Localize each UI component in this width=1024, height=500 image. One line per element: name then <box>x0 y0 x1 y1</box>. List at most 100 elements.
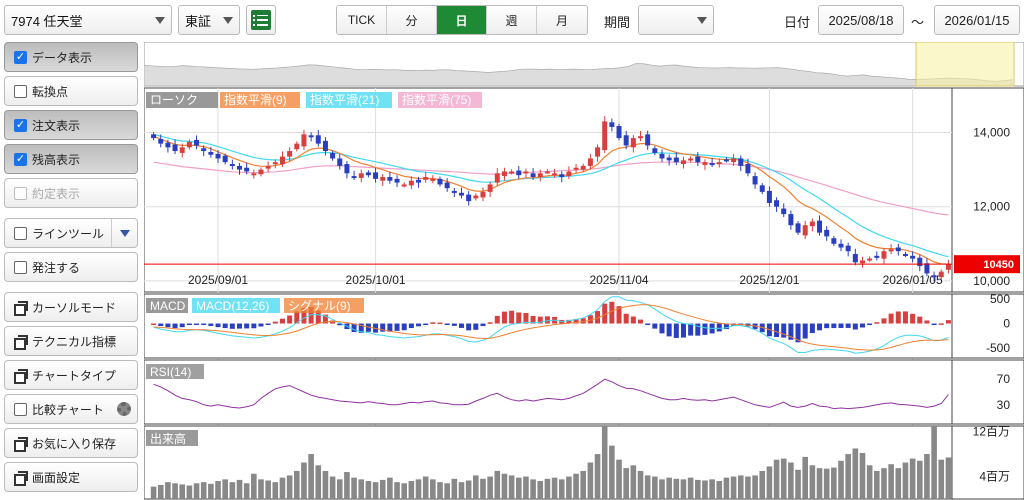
symbol-select-value: 7974 任天堂 <box>11 13 83 29</box>
checkbox-icon[interactable] <box>14 84 27 98</box>
sidebar-item-9[interactable]: チャートタイプ <box>4 360 138 390</box>
gear-icon[interactable] <box>117 402 131 416</box>
volume-bar <box>809 465 816 499</box>
macd-histogram-bar <box>595 311 601 324</box>
candle-body <box>265 165 271 169</box>
tab-day[interactable]: 日 <box>437 6 487 34</box>
volume-bar <box>186 485 193 499</box>
checkbox-icon[interactable]: ✓ <box>14 50 27 64</box>
volume-bar <box>845 454 851 499</box>
sidebar-item-3[interactable]: ✓ 残高表示 <box>4 144 138 174</box>
volume-bar <box>730 476 737 499</box>
volume-bar <box>652 476 658 499</box>
candle-body <box>752 176 758 185</box>
volume-bar <box>766 466 773 499</box>
volume-bar <box>236 479 243 499</box>
sidebar-item-6[interactable]: 発注する <box>4 252 138 282</box>
macd-histogram-bar <box>666 323 672 337</box>
volume-bar <box>716 481 723 499</box>
tab-minute[interactable]: 分 <box>387 6 437 34</box>
tab-month[interactable]: 月 <box>537 6 587 34</box>
candle-body <box>172 144 178 152</box>
candle-body <box>208 151 214 155</box>
volume-bar <box>508 475 515 499</box>
sidebar-item-0[interactable]: ✓ データ表示 <box>4 42 138 72</box>
date-from-input[interactable]: 2025/08/18 <box>818 5 904 35</box>
checkbox-icon[interactable]: ✓ <box>14 118 27 132</box>
volume-bar <box>795 469 801 499</box>
sidebar-item-10[interactable]: 比較チャート <box>4 394 138 424</box>
volume-bar <box>379 479 386 499</box>
macd-histogram-bar <box>809 323 815 334</box>
volume-bar <box>351 477 357 499</box>
volume-bar <box>630 465 637 499</box>
macd-histogram-bar <box>881 318 887 324</box>
candle-body <box>509 171 515 174</box>
chart-area[interactable]: 14,000 12,000 10,000 2025/09/01 2025/10/01 20… <box>144 42 1024 500</box>
date-to-input[interactable]: 2026/01/15 <box>934 5 1020 35</box>
checkbox-icon[interactable] <box>14 226 27 240</box>
macd-histogram-bar <box>358 323 364 333</box>
candle-body <box>817 220 823 233</box>
candle-body <box>401 184 407 187</box>
tab-week[interactable]: 週 <box>487 6 537 34</box>
checkbox-icon[interactable] <box>14 260 27 274</box>
sidebar-item-label: 比較チャート <box>32 402 104 417</box>
volume-bar <box>430 479 436 499</box>
checkbox-icon[interactable] <box>14 402 27 416</box>
sidebar-item-12[interactable]: 画面設定 <box>4 462 138 492</box>
macd-histogram-bar <box>186 323 192 326</box>
sidebar-item-1[interactable]: 転換点 <box>4 76 138 106</box>
candle-body <box>494 173 500 183</box>
volume-bar <box>680 479 687 499</box>
navigator-window <box>915 42 1015 87</box>
last-price-tag <box>954 255 1020 274</box>
candle-body <box>344 164 350 174</box>
macd-histogram-bar <box>215 323 221 328</box>
candle-body <box>795 223 801 233</box>
sidebar-item-2[interactable]: ✓ 注文表示 <box>4 110 138 140</box>
rsi-line <box>153 378 949 410</box>
period-select[interactable] <box>638 5 714 35</box>
volume-bar <box>659 479 665 499</box>
volume-bar <box>200 482 207 499</box>
chevron-down-icon <box>697 17 707 24</box>
volume-bar <box>387 477 393 499</box>
sidebar-item-5[interactable]: ラインツール <box>4 218 138 248</box>
candle-body <box>867 258 873 261</box>
list-button[interactable] <box>246 5 276 35</box>
macd-histogram-bar <box>931 323 937 326</box>
tab-tick[interactable]: TICK <box>337 6 387 34</box>
candle-body <box>630 138 636 148</box>
sidebar-item-label: データ表示 <box>32 50 93 65</box>
candle-body <box>501 171 507 177</box>
sidebar-item-11[interactable]: お気に入り保存 <box>4 428 138 458</box>
candle-body <box>688 158 694 161</box>
candle-body <box>788 214 794 226</box>
volume-bar <box>623 468 629 499</box>
y-tick-label: 10,000 <box>973 274 1010 288</box>
volume-bar <box>487 476 493 499</box>
macd-histogram-bar <box>587 315 593 324</box>
rsi-y-tick: 70 <box>997 372 1011 386</box>
candle-body <box>723 159 729 162</box>
checkbox-icon[interactable]: ✓ <box>14 152 27 166</box>
volume-bar <box>473 475 479 499</box>
candle-body <box>838 243 844 248</box>
chevron-down-icon <box>155 17 165 24</box>
market-select[interactable]: 東証 <box>178 5 240 35</box>
macd-histogram-bar <box>945 320 951 324</box>
candle-body <box>874 255 880 258</box>
symbol-select[interactable]: 7974 任天堂 <box>4 5 172 35</box>
legend-macd_line-swatch <box>192 298 280 313</box>
volume-bar <box>859 452 866 499</box>
candle-body <box>910 255 916 259</box>
candle-body <box>859 260 865 264</box>
legend-candle-swatch <box>146 92 218 108</box>
volume-panel: 12百万 4百万 出来高 <box>144 425 1024 500</box>
checkbox-icon[interactable] <box>14 186 27 200</box>
candle-body <box>580 165 586 170</box>
dropdown-arrow-icon[interactable] <box>111 219 137 247</box>
sidebar-item-8[interactable]: テクニカル指標 <box>4 326 138 356</box>
sidebar-item-7[interactable]: カーソルモード <box>4 292 138 322</box>
